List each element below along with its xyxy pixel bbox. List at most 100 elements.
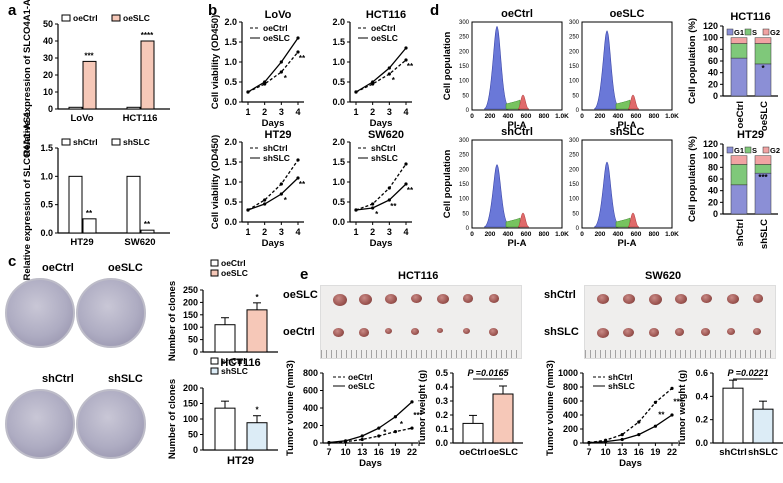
legend-swatch: [744, 146, 752, 154]
y-tick-label: 1.5: [224, 157, 237, 167]
x-tick-label: 200: [485, 113, 496, 120]
y-tick-label: 1.0: [40, 171, 53, 181]
x-tick-label: 200: [595, 231, 606, 238]
legend-swatch: [762, 146, 770, 154]
legend-ctrl: oeCtrl: [371, 23, 396, 33]
legend-treat: shSLC: [608, 381, 635, 391]
y-tick-label: 1.5: [224, 37, 237, 47]
seg-g1: [730, 57, 748, 97]
sig-mark: **: [407, 62, 414, 71]
xenograft-charts: 0 200 400 600 800 Tumor volume (mm3) 7 10 13 16 19…: [285, 360, 783, 469]
g1-peak: [593, 161, 619, 228]
x-tick-label: 800: [539, 231, 550, 238]
y-tick-label: 100: [703, 33, 718, 43]
series-treat-point: [354, 90, 358, 94]
s-phase: [615, 99, 631, 110]
series-ctrl-point: [387, 72, 391, 76]
y-tick-label: 10: [43, 87, 53, 97]
group-label: shSLC: [759, 219, 770, 249]
y-tick-label: 0: [576, 226, 580, 232]
y-tick-label: 80: [708, 44, 718, 54]
y-tick-label: 300: [569, 20, 580, 26]
legend-swatch-treat: [210, 367, 219, 375]
series-treat-point: [360, 434, 364, 438]
series-treat-point: [246, 208, 250, 212]
series-treat: [588, 414, 673, 444]
tumor-specimen: [649, 294, 662, 306]
dish-label-shctrl: shCtrl: [42, 373, 74, 385]
x-tick-label: 200: [485, 231, 496, 238]
viability-charts: LoVo 0.0 0.5 1.0 1.5 2.0 1 2 3 4 Days Cell viabilit…: [210, 9, 414, 249]
y-tick-label: 600: [563, 396, 578, 406]
group-label: LoVo: [70, 113, 93, 124]
y-tick-label: 2.0: [224, 137, 237, 147]
legend-treat: shSLC: [371, 153, 398, 163]
y-tick-label: 20: [43, 70, 53, 80]
bar: [462, 422, 484, 444]
seg-g2: [730, 155, 748, 165]
g1-peak: [483, 26, 509, 110]
sig-mark: *: [255, 406, 259, 415]
series-treat-point: [587, 441, 591, 445]
y-tick-label: 120: [703, 139, 718, 149]
series-ctrl: [328, 427, 413, 444]
y-tick-label: 1.5: [40, 143, 53, 153]
sig-mark: ***: [673, 398, 683, 407]
legend-ctrl: oeCtrl: [221, 258, 246, 268]
x-tick-label: 2: [262, 107, 267, 117]
y-tick-label: 2.0: [224, 17, 237, 27]
x-tick-label: 600: [631, 231, 642, 238]
sig-mark: ***: [84, 51, 94, 60]
plot-frame: [581, 21, 673, 111]
x-tick-label: 7: [586, 447, 591, 457]
colony-dish-oeslc: [76, 278, 146, 348]
ruler: [321, 350, 521, 358]
tumor-specimen: [359, 328, 369, 337]
y-tick-label: 300: [459, 20, 470, 26]
y-tick-label: 150: [569, 182, 580, 188]
x-tick-label: 19: [390, 447, 400, 457]
series-ctrl-point: [263, 198, 267, 202]
y-tick-label: 50: [572, 93, 579, 99]
tumor-specimen: [727, 294, 739, 305]
series-treat-point: [354, 208, 358, 212]
y-tick-label: 200: [563, 424, 578, 434]
chart-title: HCT116: [366, 9, 406, 21]
x-tick-label: 4: [295, 107, 300, 117]
group-label: oeCtrl: [459, 447, 486, 458]
y-tick-label: 60: [708, 56, 718, 66]
y-tick-label: 0.4: [435, 382, 448, 392]
x-tick-label: 22: [407, 447, 417, 457]
bar: [246, 422, 268, 451]
photo-row-label-shctrl: shCtrl: [544, 289, 576, 301]
sig-mark: **: [299, 54, 306, 63]
y-tick-label: 250: [459, 153, 470, 159]
y-axis-label: Tumor weight (g): [677, 370, 688, 446]
y-tick-label: 0.0: [224, 97, 237, 107]
bar: [246, 309, 268, 353]
tumor-specimen: [385, 294, 397, 305]
x-axis-label: Days: [370, 118, 393, 129]
legend-label: S: [752, 28, 757, 37]
chart-title: HCT116: [220, 357, 260, 369]
y-tick-label: 200: [459, 49, 470, 55]
legend-label: G2: [770, 28, 780, 37]
legend-treat: oeSLC: [371, 33, 398, 43]
seg-s: [730, 43, 748, 59]
legend-treat: oeSLC: [221, 268, 248, 278]
ruler: [585, 350, 775, 358]
y-tick-label: 50: [188, 335, 198, 345]
y-tick-label: 300: [459, 138, 470, 144]
y-tick-label: 1.5: [332, 37, 345, 47]
x-tick-label: 4: [403, 107, 408, 117]
x-tick-label: 16: [374, 447, 384, 457]
tumor-specimen: [727, 328, 735, 335]
y-tick-label: 60: [708, 174, 718, 184]
legend-treat: oeSLC: [348, 381, 375, 391]
y-axis-label: Cell viability (OD450): [210, 135, 221, 230]
y-tick-label: 250: [569, 153, 580, 159]
x-tick-label: 2: [370, 107, 375, 117]
x-tick-label: 600: [631, 113, 642, 120]
